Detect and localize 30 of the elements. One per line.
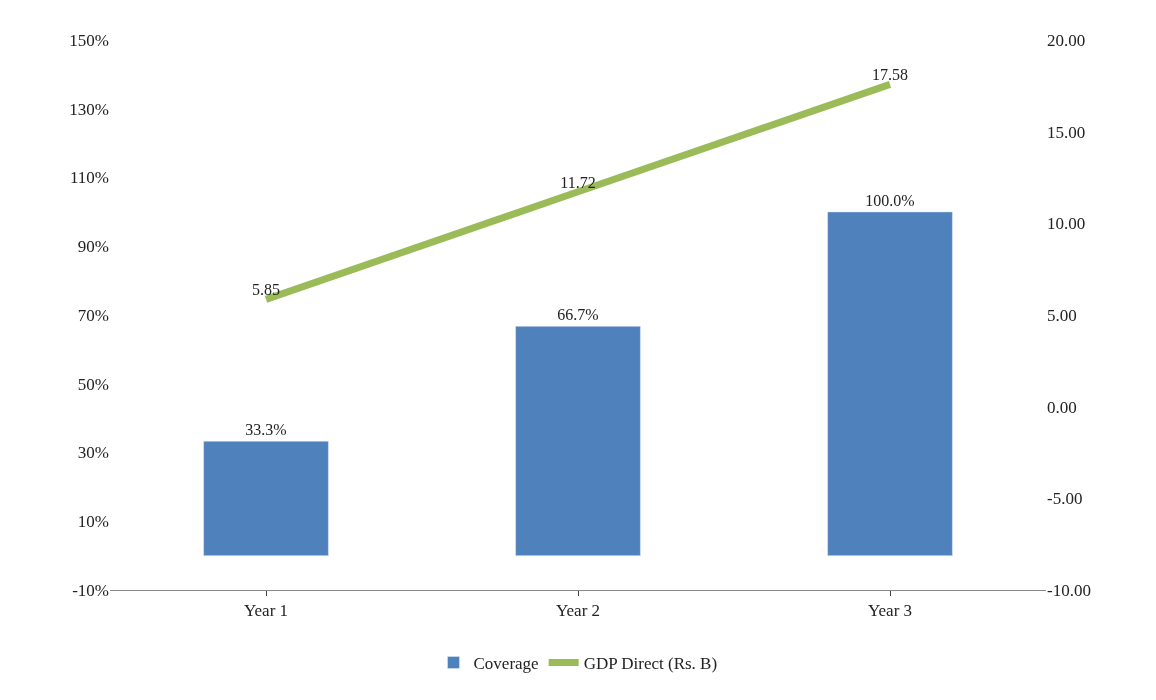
bar [515,326,641,556]
y-tick-label: 30% [77,443,109,463]
legend-label: Coverage [473,654,539,674]
y-tick-label: 150% [69,30,109,50]
y2-tick-label: 15.00 [1047,122,1086,142]
x-tick-label: Year 3 [867,601,913,621]
bar [203,440,329,556]
y2-tick-label: 20.00 [1047,30,1086,50]
bar [827,211,953,556]
data-label: 17.58 [872,66,908,84]
y-tick-label: 70% [77,305,109,325]
data-label: 11.72 [560,173,596,191]
y-tick-label: 110% [69,168,109,188]
y2-tick-label: 10.00 [1047,214,1086,234]
y2-tick-label: 0.00 [1047,397,1077,417]
data-label: 66.7% [557,306,599,324]
data-label: 33.3% [245,421,287,439]
data-label: 100.0% [865,191,915,209]
y-tick-label: 10% [77,512,109,532]
legend-label: GDP Direct (Rs. B) [583,654,718,674]
y-tick-label: 50% [77,374,109,394]
x-tick-label: Year 2 [555,601,601,621]
y2-tick-label: -10.00 [1047,580,1091,600]
data-label: 5.85 [252,281,280,299]
x-tick-label: Year 1 [243,601,289,621]
y2-tick-label: -5.00 [1047,489,1083,509]
y2-tick-label: 5.00 [1047,305,1077,325]
y-tick-label: 90% [77,237,109,257]
y-tick-label: -10% [72,580,109,600]
y-tick-label: 130% [69,99,109,119]
